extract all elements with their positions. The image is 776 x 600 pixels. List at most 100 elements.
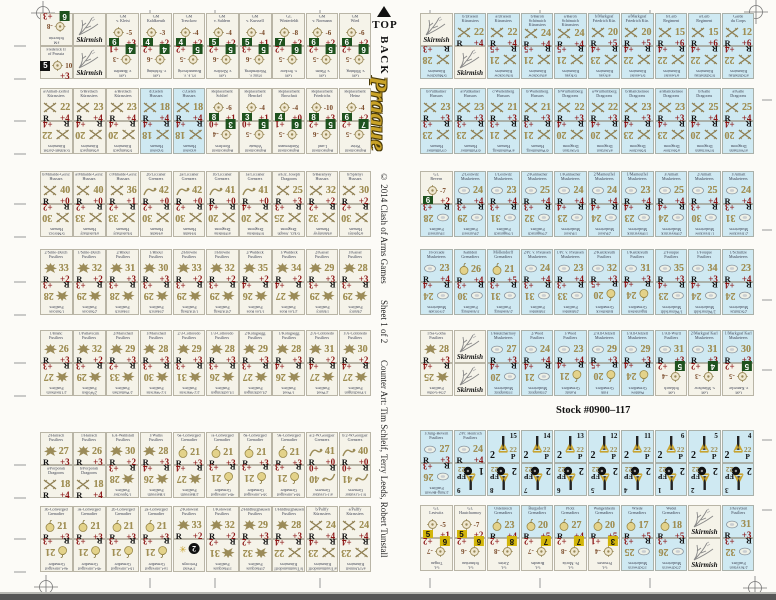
unit-name: 1/Kalckreuth Fusiliers	[626, 251, 649, 260]
unit-name: a/Württemberg Dragoons	[591, 90, 617, 99]
grenade-icon	[459, 263, 469, 276]
unit-name: b/Markgraf Friedrich Kür.	[592, 15, 616, 24]
counter-face: b/Krockow Kürassiers 21 R +5	[488, 44, 519, 78]
counter-grn: 5b-Converged Grenadier 21 R +3	[239, 462, 272, 498]
modifier: +2	[93, 355, 103, 366]
morale-code: R	[691, 355, 698, 366]
strength-value: 28	[438, 344, 449, 356]
crossed-sabers-icon	[669, 129, 685, 140]
unit-name: 2/3-Colloredo Fusiliers	[177, 332, 201, 341]
strength-value: 30	[143, 370, 154, 382]
command-rating: -5	[728, 372, 735, 381]
scan-edge-light	[0, 592, 776, 594]
command-rating: -4	[192, 28, 199, 37]
counter-cav: a/Markgraf Friedrich Kür. 20 R +5	[621, 13, 654, 48]
strength-value: 21	[156, 520, 167, 532]
crossed-sabers-icon	[353, 547, 369, 558]
unit-name: b/Mihalde-Gersz Hussars	[42, 173, 71, 182]
unit-name: Skirmish	[456, 386, 483, 394]
eagle-icon	[221, 547, 235, 558]
counter-cav: c/Zieten Hussars 18 R +4	[172, 88, 206, 123]
unit-name: a/Palffy Kürassiers	[346, 508, 364, 517]
counter-art: 13 2 22 P	[554, 430, 587, 463]
unit-name: Prinz v. Württemberg	[244, 68, 267, 77]
counter-inf: 2/Thierheim Fusiliers 27 R +3	[40, 361, 73, 396]
strength-value: 27	[276, 289, 287, 301]
counter-face: 1/Schwerin Musketeers 25 R +3	[622, 536, 653, 570]
strength-value: 20	[592, 370, 603, 382]
modifier: +3	[742, 355, 752, 365]
strength-value: 31	[724, 211, 735, 223]
counter-face: 2/Schultze Musketeers 24 R +4	[723, 280, 754, 314]
modifier: +4	[724, 43, 735, 54]
strength-value: 20	[241, 211, 252, 223]
command-rating: -8	[46, 22, 53, 31]
morale-code: R	[163, 279, 170, 290]
range-value: 22	[676, 445, 685, 454]
strength-value: 31	[209, 546, 220, 558]
modifier: +3	[724, 535, 735, 546]
morale-code: R	[523, 355, 530, 366]
command-rating: -5	[126, 28, 133, 37]
morale-code: R	[711, 279, 718, 290]
crossed-sabers-icon	[220, 212, 236, 223]
unit-name: c/Zieten Hussars	[182, 90, 196, 99]
counter-inf: 1/Burcy Fusiliers 29 R +3	[305, 280, 339, 315]
counter-inf: 2/Wied Fusiliers 27 R +4	[305, 361, 339, 396]
modifier: +3	[292, 458, 302, 469]
modifier: +3	[423, 201, 433, 212]
counter-face: a/Mihalde-Gersz Hussars 40 R +0	[74, 172, 105, 206]
crossed-sabers-icon	[489, 27, 505, 38]
modifier: +4	[523, 360, 534, 371]
morale-code: R	[209, 355, 216, 366]
counter-face: a/Splényi Hussars 30 R +2	[340, 202, 371, 236]
eagle-icon	[209, 520, 223, 531]
strength-value: 30	[175, 211, 186, 223]
strength-value: 41	[225, 185, 236, 197]
modifier: +2	[193, 38, 203, 48]
counter-face: 3b-Converged Grenadier 21 R +3	[41, 507, 72, 542]
strength-value: 24	[691, 289, 702, 301]
command-rating: -5	[440, 520, 446, 529]
morale-code: R	[456, 455, 463, 466]
counter-inf: 2/Wallachen Fusiliers 33 R +2	[106, 361, 139, 396]
strength-value: 21	[540, 102, 551, 114]
strength-value: 26	[209, 370, 220, 382]
counter-cav: c/Mihalde-Gersz Hussars 36 R +1	[106, 171, 139, 206]
morale-code: R	[295, 461, 302, 472]
strength-value: 33	[75, 211, 86, 223]
strength-value: 26	[91, 446, 102, 458]
modifier: +3	[423, 460, 433, 471]
counter-inf: 2/Waldeck Fusiliers 35 R +2	[239, 249, 272, 284]
modifier: +2	[341, 43, 352, 54]
counter-rep: Replacement Borchers -4 3 +0	[206, 118, 239, 154]
counter-inf: 2/Harrach Fusiliers 27 R +3	[40, 432, 73, 467]
strength-value: 21	[45, 546, 56, 558]
unit-name: GM v. Kleidow	[213, 68, 232, 77]
unit-name: Garde du Corps	[730, 15, 746, 24]
morale-code: R	[657, 355, 664, 366]
strength-value: 31	[490, 211, 501, 223]
counter-grn: 3b-Converged Grenadier 21 R +3	[40, 506, 73, 542]
range-value: 22	[524, 465, 532, 474]
modifier: +4	[657, 201, 668, 212]
top-arrow-icon	[377, 6, 391, 17]
morale-code: R	[724, 355, 731, 366]
strength-value: 20	[108, 128, 119, 140]
strength-value: 26	[276, 370, 287, 382]
command-rating: -4	[358, 103, 365, 112]
modifier: +4	[423, 279, 433, 290]
unit-name: GM v. Münchow	[694, 385, 715, 394]
strength-value: 22	[574, 102, 585, 114]
unit-name: a/Esterházy Hussars	[79, 226, 100, 235]
counter-face: Billerbeck Grenadiers 20 R +5	[589, 279, 620, 314]
unit-name: a/Splényi Hussars	[347, 226, 363, 235]
counter-inf: 1/Browne Fusiliers 32 R +2	[206, 249, 239, 284]
fire-value: 2	[590, 450, 596, 461]
range-value: 22	[542, 445, 551, 454]
counter-face: GMv. Kleist-5 6+3	[107, 14, 138, 49]
